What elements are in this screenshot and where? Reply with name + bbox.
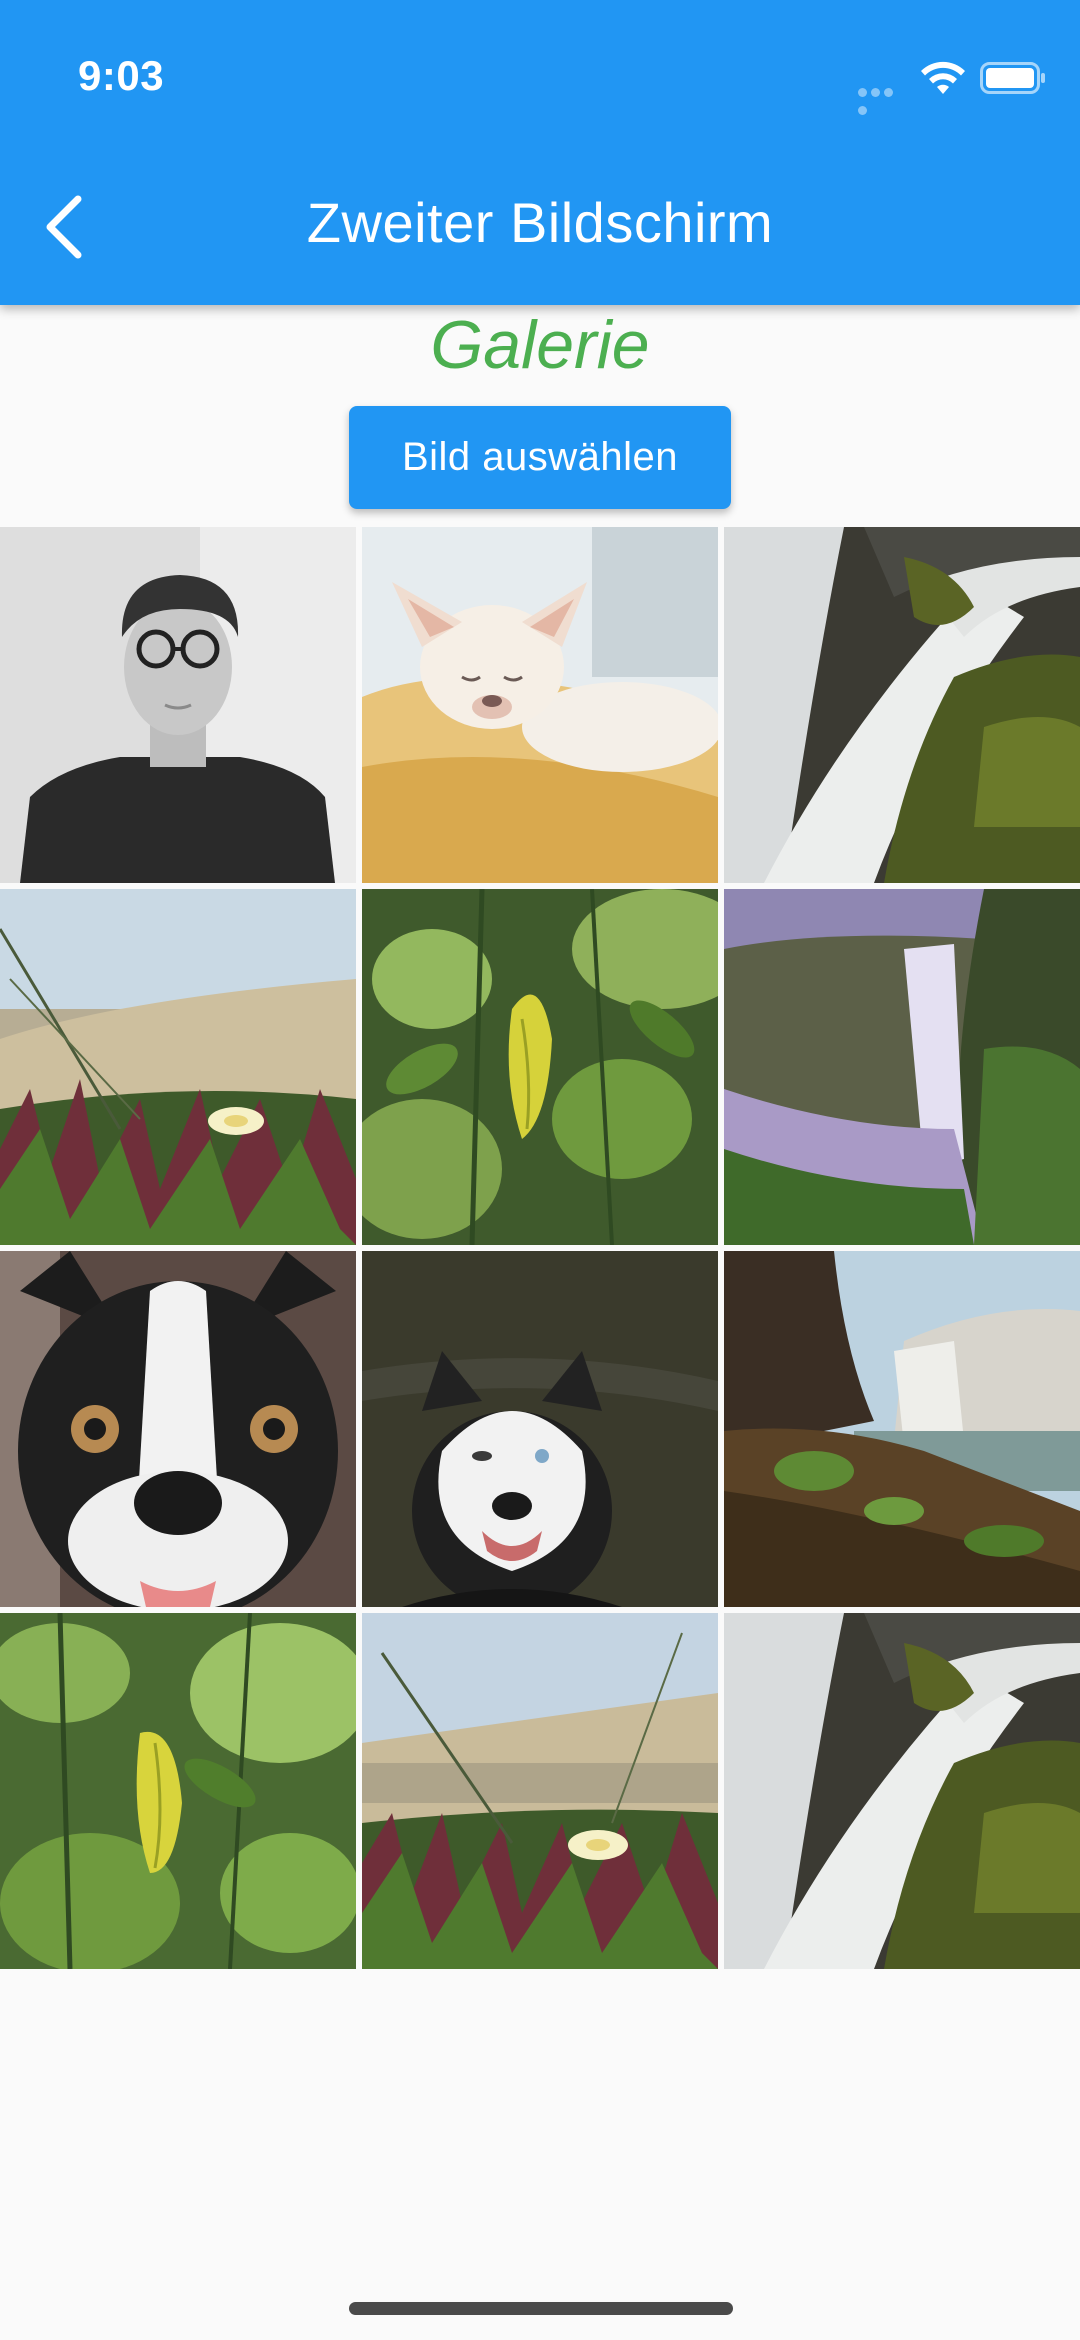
cellular-signal-icon [858,84,908,115]
gallery-title: Galerie [430,307,650,383]
gallery-image-leaves[interactable] [0,1613,356,1969]
gallery-image-portrait[interactable] [0,527,356,883]
wifi-icon [921,61,965,94]
gallery-image-beach-flower[interactable] [0,889,356,1245]
chevron-left-icon [46,195,82,259]
battery-icon [980,62,1045,94]
gallery-image-husky[interactable] [362,1251,718,1607]
gallery-image-waterfall-river[interactable] [724,1251,1080,1607]
gallery-image-leaves[interactable] [362,889,718,1245]
gallery-image-boston-terrier[interactable] [0,1251,356,1607]
gallery-image-chihuahua[interactable] [362,527,718,883]
image-grid [0,527,1080,1969]
gallery-image-beach-flower[interactable] [362,1613,718,1969]
pick-image-button[interactable]: Bild auswählen [349,406,731,509]
home-indicator[interactable] [349,2302,733,2315]
gallery-image-waterfall-cliff[interactable] [724,889,1080,1245]
gallery-image-waterfall-rocks[interactable] [724,527,1080,883]
app-bar: 9:03 Zweiter Bildschirm [0,0,1080,305]
status-time: 9:03 [78,52,165,99]
back-button[interactable] [30,185,100,265]
gallery-image-waterfall-rocks[interactable] [724,1613,1080,1969]
page-title: Zweiter Bildschirm [306,191,774,254]
